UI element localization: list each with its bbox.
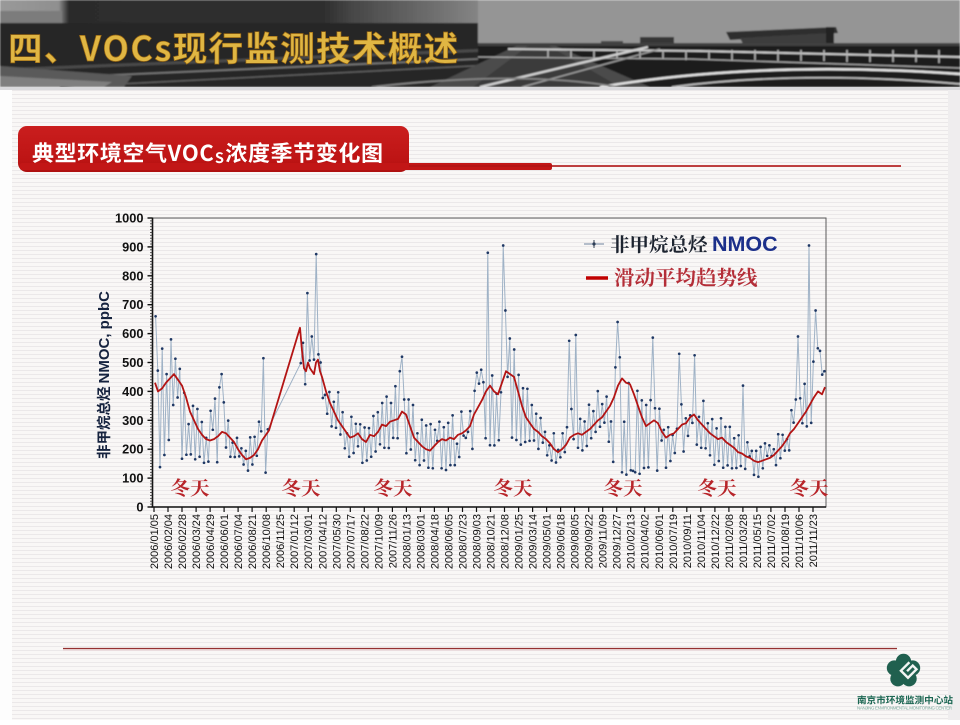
svg-text:2006/03/24: 2006/03/24	[191, 514, 203, 569]
svg-text:2009/11/09: 2009/11/09	[598, 514, 610, 568]
svg-text:2009/01/25: 2009/01/25	[514, 514, 526, 569]
svg-text:2009/03/14: 2009/03/14	[528, 514, 540, 569]
svg-text:2011/11/23: 2011/11/23	[808, 514, 820, 567]
svg-text:2011/08/19: 2011/08/19	[780, 514, 792, 568]
svg-text:2006/04/29: 2006/04/29	[205, 514, 217, 569]
svg-text:2010/12/22: 2010/12/22	[710, 514, 722, 569]
svg-text:2008/07/23: 2008/07/23	[458, 514, 470, 569]
svg-text:2007/07/17: 2007/07/17	[345, 514, 357, 569]
svg-text:NMOC, ppbC: NMOC, ppbC	[96, 291, 113, 384]
svg-text:2008/06/05: 2008/06/05	[443, 514, 455, 569]
svg-text:2010/06/01: 2010/06/01	[654, 514, 666, 569]
svg-text:800: 800	[122, 268, 143, 283]
svg-text:0: 0	[136, 500, 143, 515]
svg-text:2011/10/06: 2011/10/06	[794, 514, 806, 568]
svg-text:500: 500	[122, 355, 143, 370]
svg-text:2006/06/01: 2006/06/01	[219, 514, 231, 569]
svg-text:2007/11/26: 2007/11/26	[387, 514, 399, 568]
svg-text:2007/04/12: 2007/04/12	[317, 514, 329, 569]
svg-text:2010/02/13: 2010/02/13	[626, 514, 638, 569]
svg-text:2006/11/25: 2006/11/25	[275, 514, 287, 568]
svg-text:2009/05/01: 2009/05/01	[542, 514, 554, 569]
svg-text:2008/10/21: 2008/10/21	[486, 514, 498, 569]
svg-text:2007/05/30: 2007/05/30	[331, 514, 343, 569]
svg-text:1000: 1000	[115, 211, 143, 226]
svg-text:2009/06/18: 2009/06/18	[556, 514, 568, 569]
svg-text:2008/09/03: 2008/09/03	[472, 514, 484, 569]
svg-text:600: 600	[122, 326, 143, 341]
svg-text:400: 400	[122, 384, 143, 399]
svg-text:2007/01/12: 2007/01/12	[289, 514, 301, 569]
svg-text:2008/04/18: 2008/04/18	[429, 514, 441, 569]
svg-text:2011/05/15: 2011/05/15	[752, 514, 764, 568]
svg-text:2011/07/02: 2011/07/02	[766, 514, 778, 568]
svg-text:2006/07/04: 2006/07/04	[233, 514, 245, 569]
svg-text:NANJING ENVIRONMENTAL MONITORI: NANJING ENVIRONMENTAL MONITORING CENTER	[857, 706, 952, 711]
svg-text:2009/09/22: 2009/09/22	[584, 514, 596, 569]
svg-text:2010/07/19: 2010/07/19	[668, 514, 680, 569]
svg-text:2008/03/01: 2008/03/01	[415, 514, 427, 569]
svg-text:2007/08/22: 2007/08/22	[359, 514, 371, 569]
svg-text:900: 900	[122, 239, 143, 254]
svg-text:2009/12/27: 2009/12/27	[612, 514, 624, 569]
svg-text:100: 100	[122, 471, 143, 486]
svg-text:2011/02/08: 2011/02/08	[724, 514, 736, 568]
svg-text:2007/10/09: 2007/10/09	[373, 514, 385, 569]
svg-text:2006/10/08: 2006/10/08	[261, 514, 273, 569]
svg-text:700: 700	[122, 297, 143, 312]
svg-text:2006/02/04: 2006/02/04	[163, 514, 175, 569]
svg-text:2008/01/13: 2008/01/13	[401, 514, 413, 569]
svg-text:200: 200	[122, 442, 143, 457]
svg-text:2006/01/05: 2006/01/05	[149, 514, 161, 569]
svg-text:2009/08/05: 2009/08/05	[570, 514, 582, 569]
svg-text:2006/08/21: 2006/08/21	[247, 514, 259, 569]
svg-text:2011/03/28: 2011/03/28	[738, 514, 750, 568]
svg-text:300: 300	[122, 413, 143, 428]
svg-text:2006/02/28: 2006/02/28	[177, 514, 189, 569]
svg-text:NMOC: NMOC	[712, 232, 778, 256]
svg-text:2007/03/01: 2007/03/01	[303, 514, 315, 569]
svg-text:2008/12/08: 2008/12/08	[500, 514, 512, 569]
svg-text:2010/04/02: 2010/04/02	[640, 514, 652, 569]
svg-text:2010/11/04: 2010/11/04	[696, 514, 708, 568]
svg-text:2010/09/11: 2010/09/11	[682, 514, 694, 568]
